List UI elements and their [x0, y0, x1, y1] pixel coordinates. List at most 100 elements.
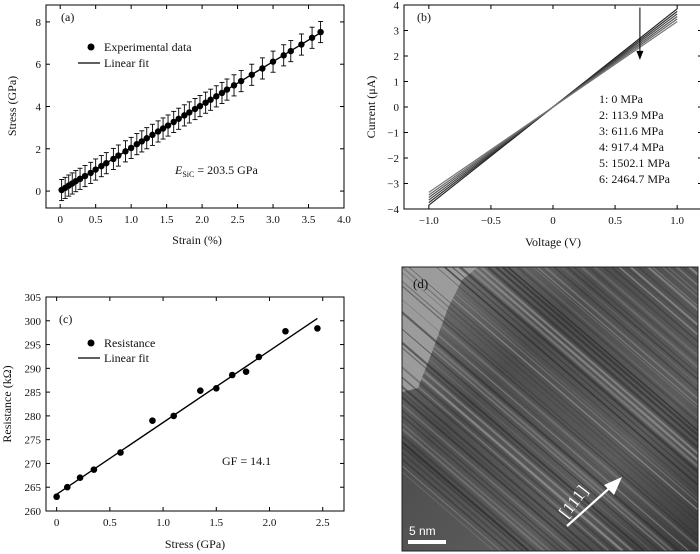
panel-b-legend-item-6: 6: 2464.7 MPa: [599, 172, 671, 186]
lattice-fringe: [501, 267, 698, 438]
lattice-fringe: [465, 267, 698, 469]
panel-c-y-tick-label: 280: [25, 411, 42, 423]
panel-a-data-point: [248, 71, 255, 78]
panel-a-x-tick-label: 3.0: [266, 214, 280, 226]
lattice-fringe: [587, 267, 698, 363]
panel-c-y-tick-label: 305: [25, 292, 42, 304]
lattice-fringe: [402, 445, 525, 551]
panel-c-gauge-factor-annotation: GF = 14.1: [222, 454, 271, 468]
panel-a-data-point: [175, 115, 182, 122]
lattice-fringe: [480, 267, 698, 456]
panel-a-data-point: [269, 58, 277, 65]
lattice-fringe: [522, 267, 698, 419]
panel-b-axes: −1.0 −0.5 0 0.5 1.0 −4 −3 −2 −1 0 1 2 3 4: [387, 0, 700, 227]
panel-a-y-axis-label: Stress (GPa): [5, 76, 19, 136]
panel-c-x-tick-label: 0.5: [103, 517, 117, 529]
panel-a-data-point: [259, 65, 266, 72]
panel-b-y-tick-label: 3: [394, 26, 400, 38]
lattice-fringe: [402, 471, 495, 551]
lattice-fringe: [402, 415, 560, 551]
lattice-fringe: [495, 267, 698, 443]
panel-a-data-point: [133, 140, 141, 148]
panel-c-x-tick-label: 1.5: [209, 517, 223, 529]
panel-c-legend-marker: [87, 339, 95, 347]
panel-c-x-tick-label: 1.0: [156, 517, 170, 529]
panel-a-data-point: [230, 82, 238, 89]
panel-a-x-tick-label: 4.0: [337, 214, 351, 226]
lattice-fringe: [459, 267, 698, 474]
panel-a-legend-marker: [87, 43, 95, 51]
panel-b-y-tick-label: −3: [387, 179, 399, 191]
lattice-fringe: [402, 391, 587, 551]
panel-c-y-tick-label: 285: [25, 387, 42, 399]
panel-c-y-tick-label: 260: [25, 506, 42, 518]
panel-b-iv-line: [428, 21, 678, 193]
panel-c-y-tick-label: 275: [25, 435, 42, 447]
panel-c-x-tick-label: 2.0: [263, 517, 277, 529]
panel-c-resistance-stress-chart: (c) 0 0.5 1.0 1.5 2.0 2.5 260 265 270 275 280 285 29…: [0, 292, 345, 551]
panel-b-x-tick-label: −1.0: [419, 215, 439, 227]
lattice-fringe: [561, 267, 698, 385]
lattice-fringe: [402, 303, 690, 551]
panel-a-x-tick-label: 1.0: [124, 214, 138, 226]
lattice-fringe: [532, 267, 698, 410]
scale-bar: [408, 540, 446, 544]
lattice-fringe: [402, 409, 566, 551]
micrograph-frame: [401, 266, 699, 552]
panel-b-legend: 1: 0 MPa 2: 113.9 MPa 3: 611.6 MPa 4: 91…: [599, 92, 671, 186]
panel-a-data-point: [237, 77, 245, 85]
lattice-fringe: [618, 267, 698, 336]
lattice-fringe: [402, 316, 674, 551]
panel-c-x-axis-label: Stress (GPa): [165, 537, 225, 551]
panel-d-tem-micrograph: (d) [111] 5 nm: [401, 266, 699, 552]
lattice-fringe: [553, 267, 698, 392]
panel-a-axes: 0 0.5 1.0 1.5 2.0 2.5 3.0 3.5 4.0 0 2 4 6 8: [36, 5, 351, 226]
panel-a-data-point: [138, 138, 145, 145]
lattice-fringe: [629, 267, 698, 327]
scale-bar-label: 5 nm: [409, 524, 436, 538]
lattice-fringe: [402, 335, 652, 551]
panel-a-data-point: [308, 34, 316, 41]
panel-c-y-tick-label: 270: [25, 458, 42, 470]
panel-a-x-tick-label: 3.5: [302, 214, 316, 226]
panel-a-data-point: [149, 131, 156, 139]
lattice-fringe: [402, 451, 517, 551]
panel-a-data-point: [181, 112, 188, 119]
panel-c-data-point: [53, 493, 60, 501]
direction-arrow-head: [604, 477, 622, 495]
micrograph-amorphous-region: [402, 267, 478, 392]
panel-c-y-tick-label: 295: [25, 340, 42, 352]
panel-b-x-tick-label: 0.5: [608, 215, 622, 227]
panel-a-data-point: [280, 52, 287, 59]
lattice-fringe: [402, 271, 698, 528]
lattice-fringe: [423, 267, 698, 504]
lattice-fringe: [402, 427, 545, 551]
panel-a-legend-experimental: Experimental data: [104, 40, 192, 54]
lattice-fringe: [544, 267, 698, 401]
lattice-fringe: [402, 422, 551, 551]
panel-a-data-point: [81, 172, 89, 180]
lattice-fringe: [402, 376, 605, 551]
panel-c-plot-frame: [45, 296, 345, 512]
panel-a-x-tick-label: 0.5: [89, 214, 103, 226]
panel-b-legend-item-5: 5: 1502.1 MPa: [599, 156, 671, 170]
lattice-fringe: [402, 351, 634, 551]
panel-c-axes: 0 0.5 1.0 1.5 2.0 2.5 260 265 270 275 280 285 290 295…: [25, 292, 344, 529]
panel-c-data-point: [228, 371, 236, 379]
lattice-fringe: [402, 267, 698, 523]
panel-a-x-tick-label: 0: [57, 214, 63, 226]
panel-a-data-point: [191, 105, 199, 113]
lattice-fringe: [415, 267, 698, 511]
lattice-fringe: [516, 267, 698, 424]
panel-b-x-tick-label: 1.0: [670, 215, 684, 227]
panel-c-data-point: [76, 474, 84, 482]
panel-a-y-tick-label: 8: [36, 17, 42, 29]
panel-a-data-point: [143, 135, 150, 142]
panel-b-legend-item-2: 2: 113.9 MPa: [599, 108, 664, 122]
lattice-fringe: [637, 267, 698, 320]
panel-c-y-tick-label: 300: [25, 316, 42, 328]
panel-b-y-tick-label: −4: [387, 204, 399, 216]
panel-b-trend-arrow-head: [636, 50, 644, 60]
lattice-fringe: [472, 267, 698, 462]
lattice-fringe: [402, 328, 661, 551]
